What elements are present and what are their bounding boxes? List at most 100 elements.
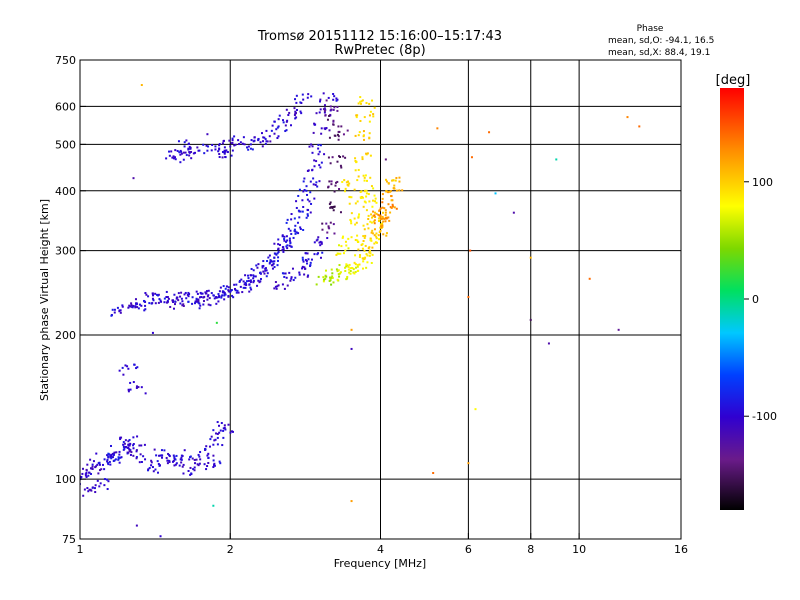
data-point <box>193 469 196 472</box>
data-point <box>377 217 380 220</box>
data-point <box>330 183 333 186</box>
data-point <box>338 264 341 267</box>
data-point <box>124 364 127 367</box>
data-point <box>322 108 325 111</box>
data-point <box>329 221 332 224</box>
data-point <box>308 200 311 203</box>
data-point <box>100 468 103 471</box>
data-point <box>174 458 177 461</box>
data-point <box>214 148 217 151</box>
data-point <box>312 183 315 186</box>
data-point <box>389 211 392 214</box>
data-point <box>230 289 233 292</box>
data-point <box>175 462 178 465</box>
data-point <box>357 248 360 251</box>
data-point <box>202 143 205 146</box>
data-point <box>588 277 591 280</box>
data-point <box>178 464 181 467</box>
data-point <box>219 429 222 432</box>
data-point <box>230 142 233 145</box>
data-point <box>182 472 185 475</box>
y-tick-label: 100 <box>55 473 76 486</box>
data-point <box>168 154 171 157</box>
data-point <box>339 211 342 214</box>
data-point <box>273 266 276 269</box>
data-point <box>159 454 162 457</box>
data-point <box>298 271 301 274</box>
data-point <box>363 116 366 119</box>
data-point <box>360 100 363 103</box>
data-point <box>285 240 288 243</box>
data-point <box>362 134 365 137</box>
data-point <box>319 166 322 169</box>
data-point <box>330 180 333 183</box>
data-point <box>98 469 101 472</box>
data-point <box>144 458 147 461</box>
data-point <box>252 279 255 282</box>
data-point <box>230 154 233 157</box>
data-point <box>271 267 274 270</box>
data-point <box>355 160 358 163</box>
data-point <box>284 130 287 133</box>
data-point <box>298 188 301 191</box>
data-point <box>358 263 361 266</box>
data-point <box>333 190 336 193</box>
data-point <box>200 296 203 299</box>
data-point <box>203 152 206 155</box>
data-point <box>118 450 121 453</box>
data-point <box>223 294 226 297</box>
data-point <box>467 296 470 299</box>
data-point <box>140 444 143 447</box>
data-point <box>265 140 268 143</box>
data-point <box>256 284 259 287</box>
data-point <box>179 161 182 164</box>
data-point <box>339 272 342 275</box>
data-point <box>323 104 326 107</box>
data-point <box>313 253 316 256</box>
data-point <box>363 236 366 239</box>
data-point <box>529 318 532 321</box>
data-point <box>212 294 215 297</box>
data-point <box>378 238 381 241</box>
data-point <box>361 156 364 159</box>
data-point <box>337 273 340 276</box>
data-point <box>252 277 255 280</box>
data-point <box>135 449 138 452</box>
data-point <box>319 240 322 243</box>
data-point <box>379 207 382 210</box>
data-point <box>312 131 315 134</box>
data-point <box>390 206 393 209</box>
data-point <box>286 247 289 250</box>
data-point <box>363 179 366 182</box>
data-point <box>285 221 288 224</box>
data-point <box>268 135 271 138</box>
data-point <box>336 180 339 183</box>
data-point <box>307 258 310 261</box>
data-point <box>227 286 230 289</box>
data-point <box>488 131 491 134</box>
data-point <box>273 132 276 135</box>
data-point <box>333 95 336 98</box>
grid-lines <box>80 60 681 539</box>
data-point <box>176 149 179 152</box>
data-point <box>261 145 264 148</box>
data-point <box>382 211 385 214</box>
data-point <box>363 228 366 231</box>
data-point <box>212 443 215 446</box>
data-point <box>393 184 396 187</box>
data-point <box>235 283 238 286</box>
data-point <box>276 126 279 129</box>
data-point <box>354 271 357 274</box>
data-point <box>344 266 347 269</box>
data-point <box>358 131 361 134</box>
data-point <box>115 451 118 454</box>
data-point <box>354 157 357 160</box>
data-point <box>205 445 208 448</box>
data-point <box>269 259 272 262</box>
data-point <box>320 242 323 245</box>
data-point <box>172 301 175 304</box>
data-point <box>99 482 102 485</box>
data-point <box>344 187 347 190</box>
data-point <box>214 145 217 148</box>
data-point <box>313 241 316 244</box>
